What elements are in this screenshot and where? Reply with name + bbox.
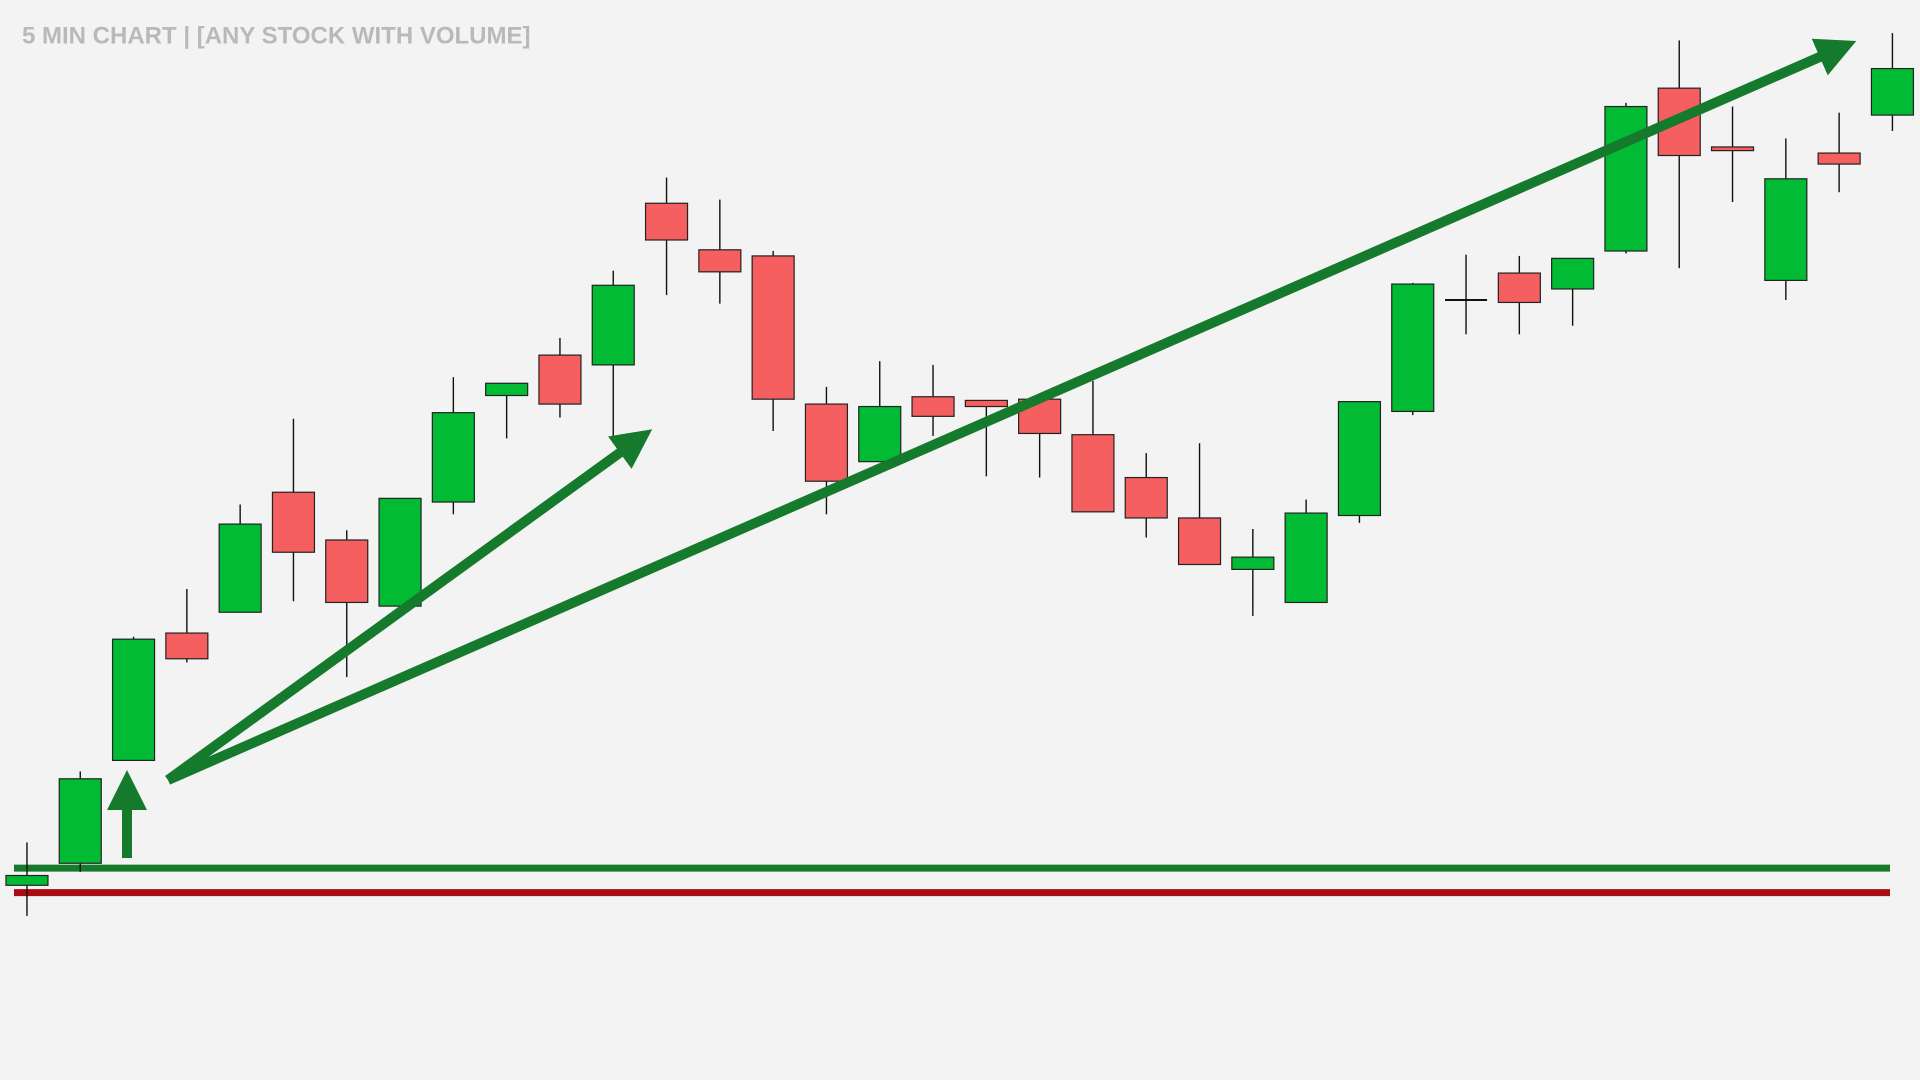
candle-body: [165, 632, 209, 660]
candle-body: [58, 778, 102, 864]
candle-body: [644, 202, 689, 241]
candle-body: [218, 523, 262, 613]
arrow: [165, 429, 653, 785]
candle-body: [1071, 434, 1115, 513]
candle-body: [751, 255, 795, 400]
candle-body: [431, 412, 475, 503]
plot: [5, 33, 1915, 916]
candle-body: [485, 382, 529, 397]
candle-body: [1231, 556, 1275, 570]
candle-body: [1551, 257, 1595, 290]
candle-body: [698, 249, 742, 273]
chart-title: 5 MIN CHART | [ANY STOCK WITH VOLUME]: [22, 22, 531, 49]
candle-body: [111, 638, 156, 762]
candle-body: [1870, 67, 1915, 116]
candle-body: [1284, 512, 1328, 604]
candle-body: [858, 405, 902, 463]
candle-body: [804, 403, 849, 482]
arrows: [107, 38, 1857, 858]
candle-body: [1391, 283, 1435, 413]
candle-body: [911, 396, 955, 417]
candle-body: [1497, 272, 1541, 304]
candle-body: [1764, 178, 1808, 282]
candle-body: [1177, 517, 1222, 566]
candle-body: [1337, 401, 1382, 517]
candle-body: [1817, 152, 1861, 165]
candle-body: [1710, 146, 1755, 152]
arrow: [165, 38, 1857, 785]
candle-body: [1604, 105, 1648, 252]
candle-body: [591, 284, 635, 366]
candle-body: [538, 354, 582, 405]
candle-body: [5, 874, 49, 886]
candle-body: [1124, 476, 1168, 519]
candle-body: [964, 399, 1008, 408]
candle-body: [378, 497, 422, 607]
candle-body: [325, 539, 369, 604]
candle-body: [271, 491, 316, 553]
